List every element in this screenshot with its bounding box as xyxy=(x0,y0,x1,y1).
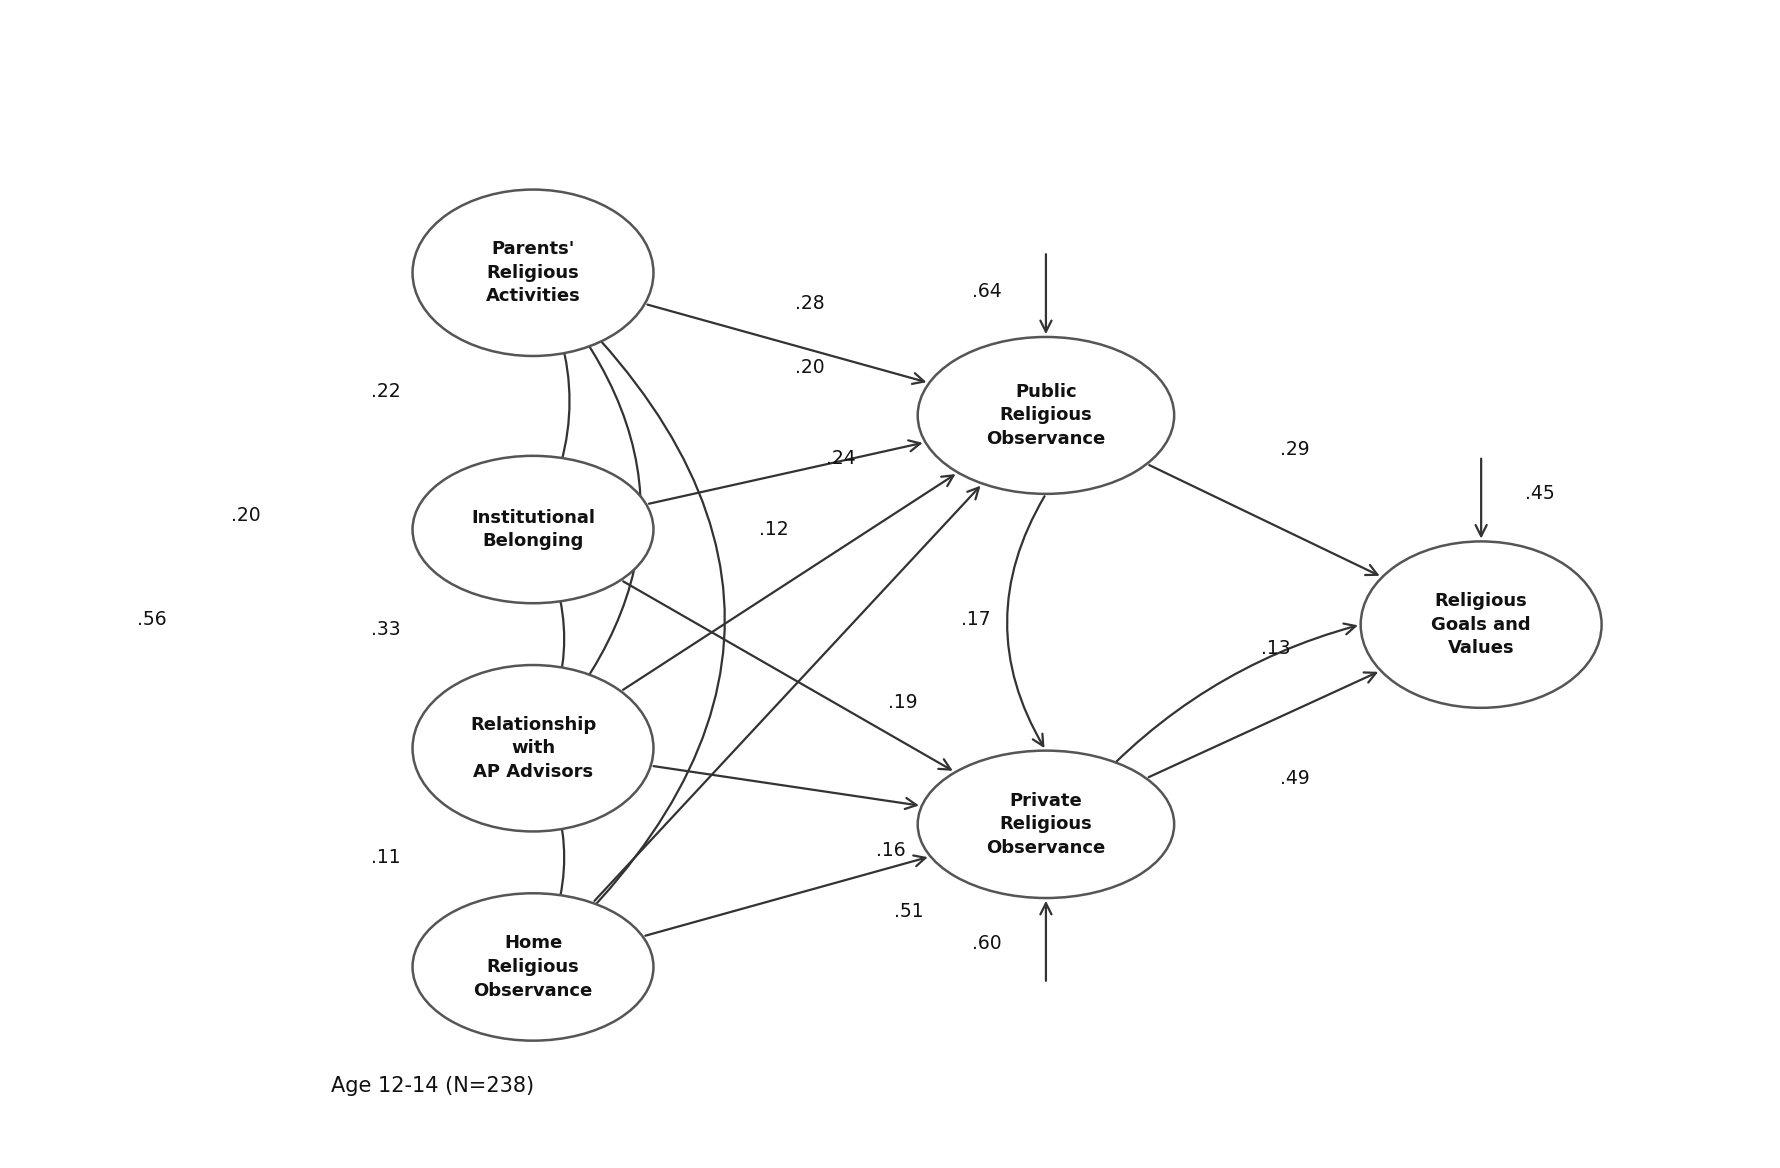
Text: .33: .33 xyxy=(370,620,401,639)
Text: Age 12-14 (N=238): Age 12-14 (N=238) xyxy=(331,1076,534,1096)
Text: Religious
Goals and
Values: Religious Goals and Values xyxy=(1431,592,1531,658)
Text: .19: .19 xyxy=(888,693,917,712)
Text: .12: .12 xyxy=(758,520,789,538)
Ellipse shape xyxy=(1360,542,1600,708)
Text: Public
Religious
Observance: Public Religious Observance xyxy=(986,383,1105,449)
Ellipse shape xyxy=(917,751,1173,898)
Text: .28: .28 xyxy=(794,293,824,313)
Text: .60: .60 xyxy=(972,933,1000,953)
Ellipse shape xyxy=(413,894,653,1041)
Text: .49: .49 xyxy=(1280,770,1308,788)
Text: .20: .20 xyxy=(794,359,824,377)
Text: .11: .11 xyxy=(370,848,401,867)
Ellipse shape xyxy=(413,665,653,832)
Text: .29: .29 xyxy=(1280,440,1308,459)
Text: .24: .24 xyxy=(826,449,854,467)
Ellipse shape xyxy=(413,456,653,603)
Text: Relationship
with
AP Advisors: Relationship with AP Advisors xyxy=(470,716,596,781)
Text: Parents'
Religious
Activities: Parents' Religious Activities xyxy=(486,241,580,305)
Ellipse shape xyxy=(917,336,1173,494)
Text: .13: .13 xyxy=(1260,639,1290,658)
Ellipse shape xyxy=(413,189,653,356)
Text: .56: .56 xyxy=(137,611,167,630)
Text: Institutional
Belonging: Institutional Belonging xyxy=(470,509,595,550)
Text: .20: .20 xyxy=(231,506,260,524)
Text: .16: .16 xyxy=(876,841,904,861)
Text: Private
Religious
Observance: Private Religious Observance xyxy=(986,792,1105,857)
Text: .17: .17 xyxy=(961,611,990,630)
Text: .22: .22 xyxy=(370,382,401,401)
Text: .51: .51 xyxy=(894,903,924,922)
Text: .45: .45 xyxy=(1524,485,1554,503)
Text: Home
Religious
Observance: Home Religious Observance xyxy=(473,934,593,1000)
Text: .64: .64 xyxy=(972,283,1000,301)
